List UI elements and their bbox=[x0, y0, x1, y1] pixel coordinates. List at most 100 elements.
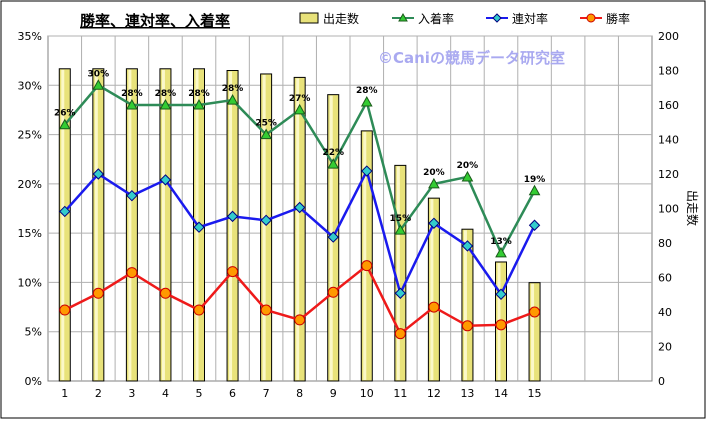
y-right-axis-label: 出走数 bbox=[685, 190, 700, 226]
y-left-tick-label: 10% bbox=[18, 276, 42, 289]
y-right-tick-label: 100 bbox=[658, 203, 679, 216]
triangle-marker bbox=[428, 177, 440, 189]
circle-marker bbox=[193, 304, 205, 316]
x-tick-label: 5 bbox=[196, 387, 203, 400]
x-tick-label: 13 bbox=[460, 387, 474, 400]
y-right-tick-label: 140 bbox=[658, 134, 679, 147]
bar-highlight bbox=[94, 69, 98, 381]
x-tick-label: 15 bbox=[528, 387, 542, 400]
x-tick-label: 14 bbox=[494, 387, 508, 400]
circle-marker bbox=[394, 328, 406, 340]
y-axis-right: 0 20 40 60 80 100 120 140 160 180 200 bbox=[658, 30, 679, 388]
diamond-marker bbox=[226, 210, 239, 223]
x-tick-label: 2 bbox=[95, 387, 102, 400]
y-right-tick-label: 200 bbox=[658, 30, 679, 43]
bar bbox=[427, 197, 440, 382]
data-label: 28% bbox=[356, 86, 378, 96]
bar-highlight bbox=[296, 78, 300, 381]
x-tick-label: 12 bbox=[427, 387, 441, 400]
data-label: 28% bbox=[222, 84, 244, 94]
bar-highlight bbox=[363, 131, 367, 380]
bar-highlight bbox=[128, 69, 132, 381]
bar-highlight bbox=[161, 69, 165, 381]
x-tick-label: 6 bbox=[229, 387, 236, 400]
y-right-tick-label: 80 bbox=[658, 237, 672, 250]
triangle-marker bbox=[260, 128, 272, 140]
x-tick-label: 8 bbox=[296, 387, 303, 400]
circle-marker bbox=[461, 320, 473, 332]
data-label: 25% bbox=[255, 119, 277, 129]
triangle-marker bbox=[92, 79, 105, 90]
line-series-group bbox=[58, 79, 541, 340]
y-left-tick-label: 5% bbox=[25, 326, 42, 339]
x-tick-label: 9 bbox=[330, 387, 337, 400]
triangle-marker bbox=[394, 224, 407, 235]
circle-marker bbox=[92, 287, 104, 299]
bar bbox=[528, 282, 541, 382]
bar bbox=[159, 68, 172, 382]
diamond-marker bbox=[394, 287, 407, 299]
data-label: 28% bbox=[155, 89, 177, 99]
circle-marker bbox=[260, 304, 272, 316]
bar-highlight bbox=[463, 230, 467, 380]
circle-marker bbox=[327, 286, 339, 298]
gridlines bbox=[48, 35, 652, 381]
bar-highlight bbox=[61, 69, 65, 381]
diamond-marker bbox=[428, 217, 440, 229]
triangle-marker bbox=[58, 118, 71, 130]
circle-marker bbox=[428, 301, 440, 313]
legend-swatch-bar bbox=[299, 12, 319, 24]
triangle-marker bbox=[360, 96, 373, 107]
y-left-tick-label: 20% bbox=[18, 178, 42, 191]
legend-label: 出走数 bbox=[323, 11, 359, 26]
circle-marker bbox=[361, 260, 373, 272]
data-label: 19% bbox=[524, 175, 546, 185]
triangle-marker bbox=[193, 98, 205, 110]
triangle-marker bbox=[461, 170, 474, 182]
y-right-tick-label: 160 bbox=[658, 99, 679, 112]
bar-highlight bbox=[531, 283, 535, 380]
legend-marker bbox=[586, 13, 596, 23]
circle-marker bbox=[294, 314, 306, 326]
x-tick-label: 3 bbox=[128, 387, 135, 400]
data-labels: 26% 30% 28% 28% 28% 28% 25% 27% 22% 28% 15% 20% 20% 1… bbox=[54, 69, 545, 247]
legend-label: 勝率 bbox=[606, 11, 630, 26]
bar bbox=[293, 76, 306, 382]
data-label: 28% bbox=[121, 89, 143, 99]
legend-marker bbox=[492, 13, 502, 23]
diamond-marker bbox=[495, 288, 507, 300]
x-tick-label: 10 bbox=[360, 387, 374, 400]
triangle-marker bbox=[126, 98, 138, 110]
bar bbox=[394, 164, 407, 382]
bar bbox=[260, 73, 273, 382]
data-label: 20% bbox=[423, 168, 445, 178]
circle-marker bbox=[159, 287, 171, 299]
triangle-marker bbox=[495, 246, 507, 258]
circle-marker bbox=[59, 304, 71, 316]
data-label: 13% bbox=[490, 237, 512, 247]
circle-marker bbox=[126, 267, 138, 279]
data-label: 28% bbox=[188, 89, 210, 99]
chart-title: 勝率、連対率、入着率 bbox=[80, 12, 230, 30]
bar bbox=[461, 228, 474, 382]
diamond-marker bbox=[361, 165, 373, 177]
legend-label: 入着率 bbox=[418, 11, 454, 26]
y-right-tick-label: 60 bbox=[658, 272, 672, 285]
x-tick-label: 11 bbox=[393, 387, 407, 400]
circle-marker bbox=[227, 266, 239, 278]
bar bbox=[92, 68, 105, 382]
diamond-marker bbox=[260, 214, 272, 227]
triangle-marker bbox=[226, 94, 239, 105]
legend-marker bbox=[398, 12, 408, 22]
bar-highlight bbox=[396, 166, 400, 380]
triangle-marker bbox=[159, 98, 172, 110]
data-label: 30% bbox=[88, 69, 110, 79]
x-tick-label: 4 bbox=[162, 387, 169, 400]
bar-highlight bbox=[229, 71, 233, 380]
y-right-tick-label: 40 bbox=[658, 306, 672, 319]
diamond-marker bbox=[461, 240, 474, 252]
diamond-marker bbox=[293, 201, 306, 214]
y-right-tick-label: 20 bbox=[658, 341, 672, 354]
